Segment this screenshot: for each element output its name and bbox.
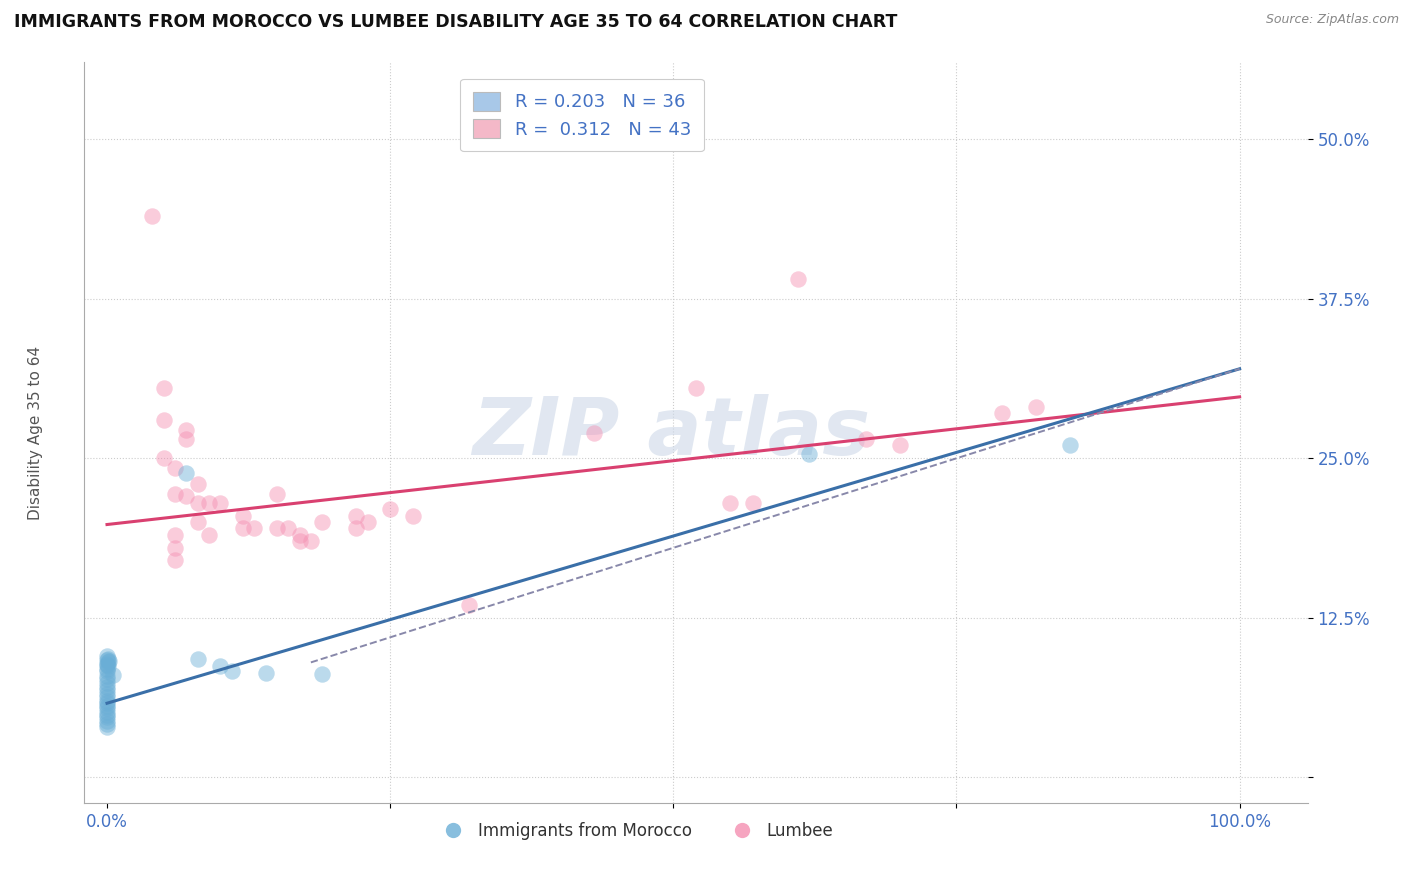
Point: [96, 721, 118, 735]
Point: [96, 701, 118, 715]
Point: [163, 541, 186, 555]
Point: [1025, 400, 1047, 414]
Point: [98, 654, 121, 668]
Point: [96, 696, 118, 710]
Point: [152, 451, 174, 466]
Point: [174, 432, 197, 446]
Point: [174, 490, 197, 504]
Point: [163, 461, 186, 475]
Point: [97, 656, 120, 670]
Point: [187, 476, 209, 491]
Point: [344, 521, 367, 535]
Point: [96, 705, 118, 719]
Text: ZIP atlas: ZIP atlas: [472, 393, 870, 472]
Point: [855, 432, 877, 446]
Point: [163, 487, 186, 501]
Point: [299, 534, 322, 549]
Point: [96, 707, 118, 722]
Point: [101, 668, 124, 682]
Point: [458, 598, 481, 612]
Point: [96, 665, 118, 679]
Point: [96, 698, 118, 713]
Point: [96, 675, 118, 690]
Point: [96, 690, 118, 704]
Point: [96, 653, 118, 667]
Point: [96, 669, 118, 683]
Point: [266, 521, 288, 535]
Point: [152, 381, 174, 395]
Point: [991, 407, 1014, 421]
Point: [243, 521, 266, 535]
Point: [344, 508, 367, 523]
Point: [187, 515, 209, 529]
Point: [266, 487, 288, 501]
Point: [96, 714, 118, 728]
Point: [277, 521, 299, 535]
Point: [198, 527, 221, 541]
Point: [97, 659, 120, 673]
Point: [198, 496, 221, 510]
Point: [163, 527, 186, 541]
Point: [209, 659, 232, 673]
Point: [685, 381, 707, 395]
Point: [232, 521, 254, 535]
Point: [174, 467, 197, 481]
Point: [1059, 438, 1081, 452]
Point: [96, 657, 118, 672]
Text: Source: ZipAtlas.com: Source: ZipAtlas.com: [1265, 13, 1399, 27]
Y-axis label: Disability Age 35 to 64: Disability Age 35 to 64: [28, 345, 42, 520]
Point: [799, 447, 821, 461]
Point: [96, 694, 118, 708]
Point: [152, 413, 174, 427]
Point: [174, 423, 197, 437]
Point: [311, 666, 333, 681]
Point: [96, 710, 118, 724]
Point: [141, 209, 163, 223]
Point: [288, 534, 311, 549]
Legend: Immigrants from Morocco, Lumbee: Immigrants from Morocco, Lumbee: [429, 815, 841, 847]
Point: [889, 438, 911, 452]
Point: [96, 683, 118, 698]
Point: [232, 508, 254, 523]
Point: [402, 508, 425, 523]
Point: [787, 272, 810, 286]
Point: [96, 680, 118, 694]
Text: IMMIGRANTS FROM MOROCCO VS LUMBEE DISABILITY AGE 35 TO 64 CORRELATION CHART: IMMIGRANTS FROM MOROCCO VS LUMBEE DISABI…: [14, 13, 897, 31]
Point: [209, 496, 232, 510]
Point: [288, 527, 311, 541]
Point: [221, 665, 243, 679]
Point: [163, 553, 186, 567]
Point: [356, 515, 378, 529]
Point: [741, 496, 763, 510]
Point: [96, 687, 118, 701]
Point: [97, 651, 120, 665]
Point: [96, 716, 118, 731]
Point: [718, 496, 741, 510]
Point: [187, 651, 209, 665]
Point: [583, 425, 606, 440]
Point: [187, 496, 209, 510]
Point: [380, 502, 402, 516]
Point: [254, 665, 277, 680]
Point: [96, 648, 118, 663]
Point: [96, 672, 118, 686]
Point: [96, 662, 118, 676]
Point: [96, 657, 118, 671]
Point: [311, 515, 333, 529]
